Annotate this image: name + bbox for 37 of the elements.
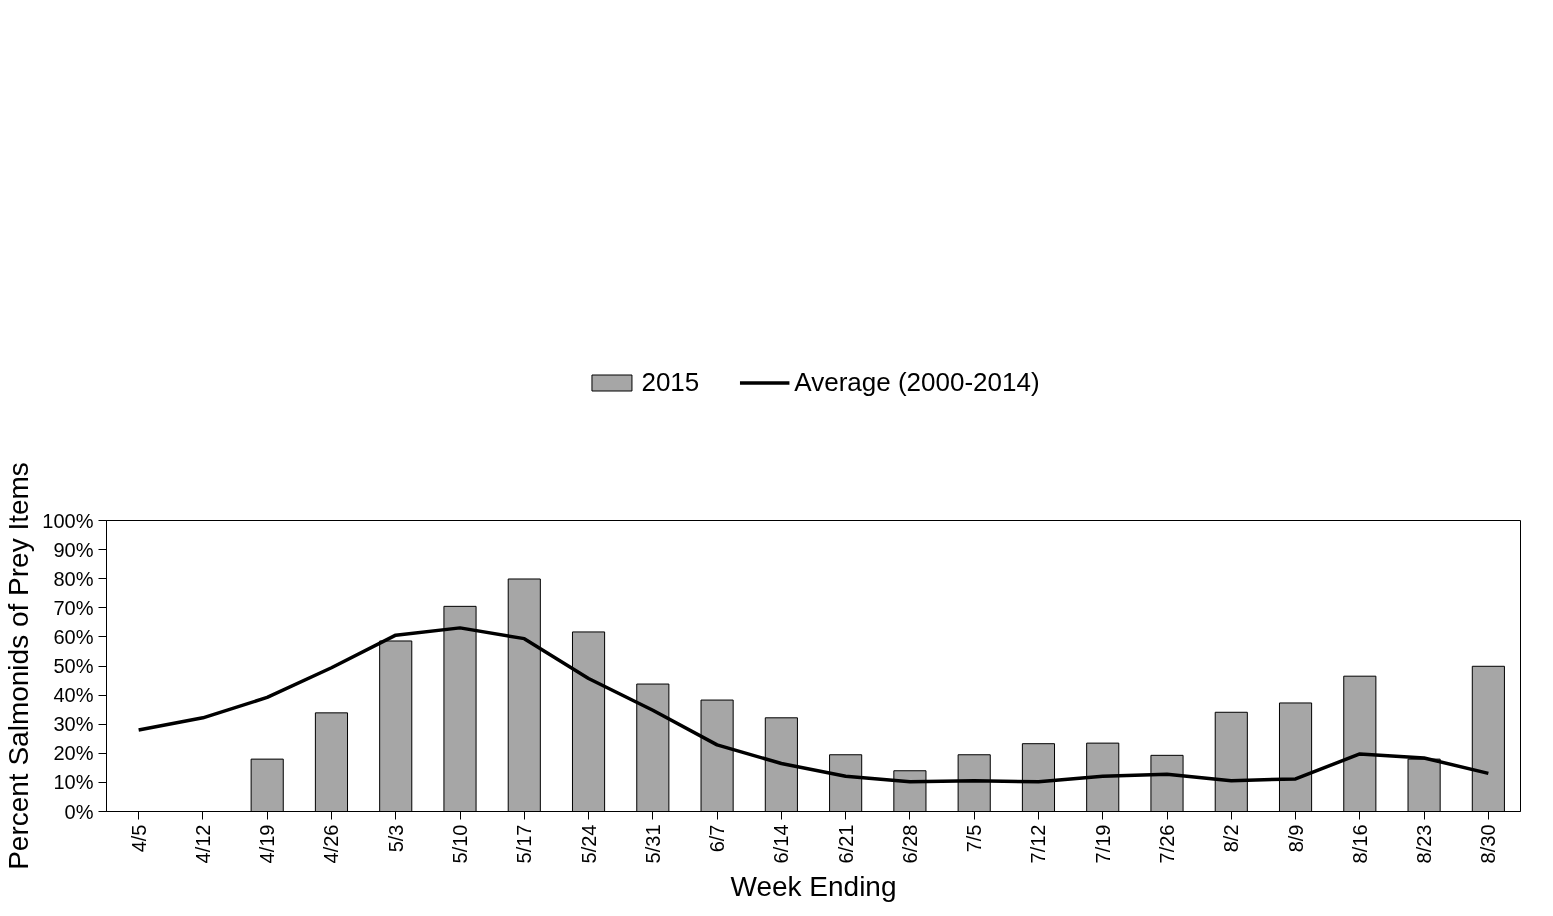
x-tick-label: 6/14 (770, 824, 793, 864)
x-tick-label: 5/24 (577, 824, 600, 864)
x-tick-label: 8/9 (1284, 824, 1307, 853)
legend-label: Average (2000-2014) (794, 366, 1040, 398)
legend-label: 2015 (641, 366, 700, 398)
x-tick-label: 8/30 (1477, 824, 1500, 864)
y-axis-title: Percent Salmonids of Prey Items (3, 462, 35, 870)
x-tick-label: 5/10 (449, 824, 471, 864)
y-tick-label: 10% (53, 771, 94, 794)
x-tick-label: 7/26 (1156, 824, 1178, 864)
x-tick-label: 4/5 (127, 824, 150, 853)
x-tick-label: 5/31 (641, 824, 664, 864)
y-tick-label: 60% (53, 625, 94, 648)
x-tick-label: 8/2 (1220, 824, 1243, 853)
y-tick-label: 20% (53, 742, 94, 765)
x-tick-label: 7/5 (963, 824, 986, 853)
x-tick-label: 5/3 (384, 824, 407, 853)
x-tick-label: 6/7 (706, 824, 729, 853)
x-tick-label: 7/19 (1091, 824, 1114, 864)
x-tick-label: 4/26 (320, 824, 343, 864)
y-tick-label: 90% (53, 538, 94, 561)
x-tick-label: 6/21 (834, 824, 857, 864)
y-tick-label: 100% (42, 509, 94, 532)
x-tick-label: 4/19 (256, 824, 279, 864)
x-tick-label: 8/23 (1413, 824, 1436, 864)
x-tick-label: 7/12 (1027, 824, 1050, 864)
y-tick-label: 40% (53, 684, 94, 707)
y-tick-label: 30% (53, 713, 94, 736)
x-tick-label: 4/12 (191, 824, 214, 864)
x-axis-title: Week Ending (730, 871, 897, 903)
x-tick-label: 8/16 (1348, 824, 1371, 864)
y-tick-label: 50% (53, 655, 94, 677)
y-tick-label: 80% (53, 567, 94, 590)
x-tick-label: 5/17 (513, 824, 536, 864)
y-tick-label: 0% (64, 800, 94, 823)
x-tick-label: 6/28 (898, 824, 921, 864)
y-tick-label: 70% (53, 596, 94, 619)
